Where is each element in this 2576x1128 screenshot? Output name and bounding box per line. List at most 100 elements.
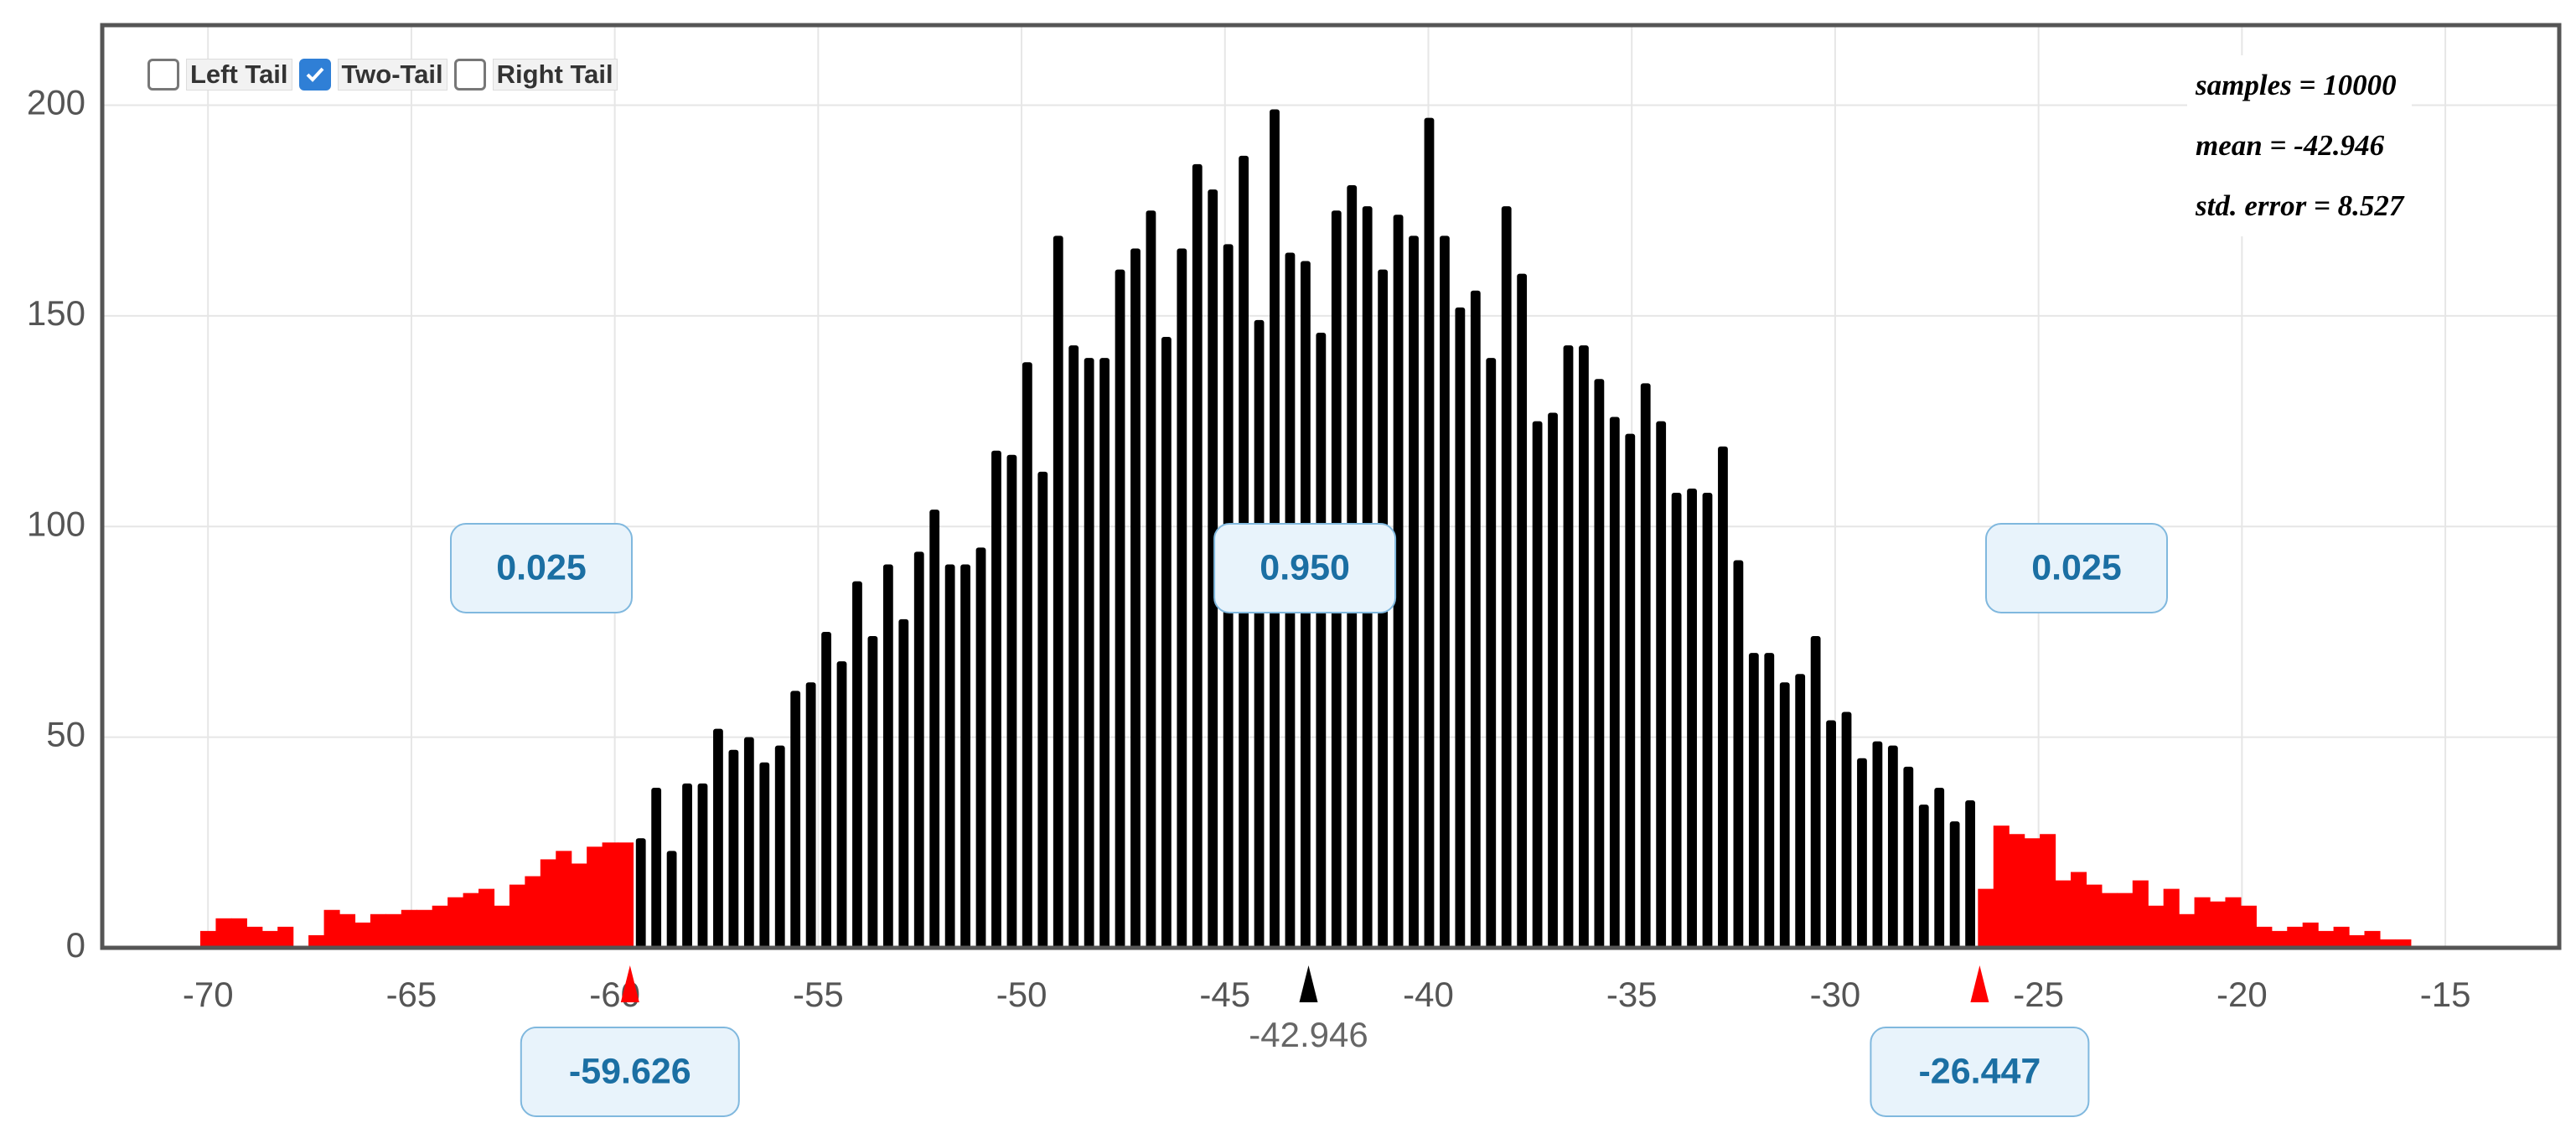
bar: [867, 635, 878, 948]
checkbox[interactable]: [147, 59, 179, 91]
bar: [2271, 930, 2288, 948]
bar: [1053, 235, 1063, 948]
stat-line: std. error = 8.527: [2196, 189, 2404, 222]
x-tick-label: -70: [183, 975, 234, 1014]
tail-option[interactable]: Right Tail: [453, 59, 618, 91]
x-tick-label: -15: [2420, 975, 2471, 1014]
bar: [354, 922, 371, 948]
checkbox[interactable]: [453, 59, 486, 91]
bar: [1810, 635, 1821, 948]
bar: [1068, 345, 1079, 949]
proportion-label: 0.950: [1260, 547, 1350, 587]
bar: [323, 909, 340, 948]
bar: [1764, 653, 1775, 948]
bar: [713, 728, 723, 948]
proportion-label: 0.025: [2031, 547, 2122, 587]
bar: [478, 888, 495, 948]
bar: [277, 926, 294, 948]
bar: [385, 913, 402, 948]
bar: [199, 930, 217, 948]
bar: [1594, 379, 1605, 948]
bar: [2132, 880, 2149, 948]
bar: [1022, 362, 1032, 948]
stats-panel: samples = 10000 mean = -42.946 std. error …: [2187, 55, 2413, 236]
bar: [1702, 493, 1713, 948]
bar: [2086, 884, 2103, 948]
bar: [2117, 893, 2134, 948]
bar: [790, 691, 801, 948]
bar: [1455, 307, 1466, 949]
bar: [401, 909, 417, 948]
bar: [836, 661, 847, 948]
bar: [1718, 446, 1728, 948]
bar: [1316, 333, 1327, 948]
x-tick-label: -20: [2216, 975, 2268, 1014]
bar: [509, 884, 525, 948]
bar: [1393, 215, 1404, 948]
bar: [1548, 412, 1558, 949]
y-tick-label: 0: [66, 925, 85, 965]
proportion-label-box: [1213, 523, 1397, 613]
bar: [1795, 674, 1806, 948]
checkbox[interactable]: [298, 59, 331, 91]
bar: [556, 851, 572, 948]
checkbox-label[interactable]: Left Tail: [186, 59, 292, 91]
bar: [991, 450, 1001, 948]
bar: [1532, 421, 1543, 949]
bar: [2379, 939, 2396, 948]
bar: [1887, 745, 1898, 948]
bar: [1501, 206, 1512, 948]
bar: [1965, 800, 1975, 948]
x-tick-label: -55: [793, 975, 844, 1014]
bar: [852, 581, 862, 948]
bar: [2318, 930, 2335, 948]
stat-line: samples = 10000: [2196, 69, 2397, 101]
plot-frame: [100, 23, 2562, 950]
bar: [1579, 345, 1589, 949]
bar: [246, 926, 263, 948]
bar: [1084, 358, 1094, 948]
bar: [975, 547, 986, 948]
bar: [2163, 888, 2180, 948]
bar: [1625, 433, 1636, 948]
bar: [743, 737, 754, 948]
x-tick-label: -25: [2013, 975, 2064, 1014]
bar: [215, 918, 232, 948]
cutoff-box: [1870, 1027, 2090, 1117]
proportion-label-box: [450, 523, 633, 613]
bar: [1949, 821, 1960, 948]
bar: [1872, 741, 1883, 948]
y-tick-label: 150: [27, 293, 85, 333]
bar: [540, 859, 556, 948]
x-tick-label: -50: [996, 975, 1047, 1014]
bar: [1192, 163, 1203, 948]
bar: [944, 564, 955, 948]
bar: [1903, 766, 1914, 948]
tail-option[interactable]: Two-Tail: [298, 59, 447, 91]
bar: [1208, 189, 1218, 949]
bar: [1470, 290, 1481, 948]
stat-line: mean = -42.946: [2196, 129, 2385, 162]
bar: [1978, 888, 1994, 948]
y-tick-label: 100: [27, 504, 85, 543]
bar: [494, 905, 510, 948]
mean-marker: [1299, 965, 1318, 1002]
bar: [774, 745, 785, 948]
bar: [2333, 926, 2350, 948]
tail-option[interactable]: Left Tail: [147, 59, 292, 91]
cutoff-label: -59.626: [569, 1051, 691, 1091]
bar: [2364, 930, 2381, 948]
bar: [1254, 319, 1265, 948]
bar: [1748, 653, 1759, 948]
bar: [571, 863, 587, 948]
cutoff-marker: [620, 965, 639, 1002]
bar: [261, 930, 278, 948]
bar: [1609, 417, 1620, 948]
bar: [2055, 880, 2072, 948]
checkbox-label[interactable]: Right Tail: [492, 59, 618, 91]
checkbox-label[interactable]: Two-Tail: [337, 59, 447, 91]
bar: [1130, 248, 1141, 949]
bar: [2240, 905, 2257, 948]
bar: [898, 618, 909, 948]
